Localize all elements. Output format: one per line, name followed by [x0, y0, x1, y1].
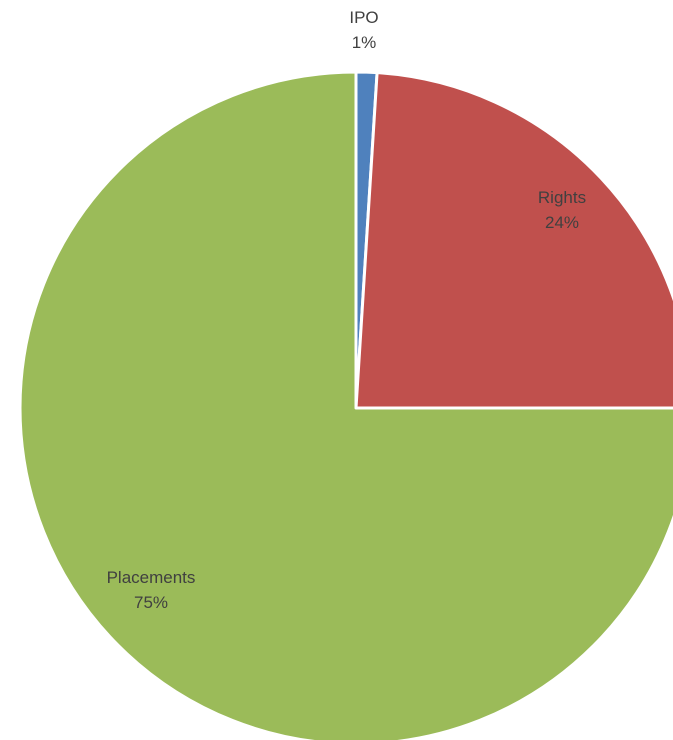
data-label-percent-rights: 24% — [545, 213, 579, 232]
pie-slice-rights — [354, 71, 673, 410]
pie-slice-placements — [18, 70, 673, 740]
data-label-percent-ipo: 1% — [352, 33, 377, 52]
pie-slices — [18, 70, 673, 740]
pie-data-labels: IPO 1% Rights 24% Placements 75% — [107, 8, 587, 612]
data-label-category-ipo: IPO — [349, 8, 378, 27]
data-label-percent-placements: 75% — [134, 593, 168, 612]
data-label-category-rights: Rights — [538, 188, 586, 207]
data-label-category-placements: Placements — [107, 568, 196, 587]
